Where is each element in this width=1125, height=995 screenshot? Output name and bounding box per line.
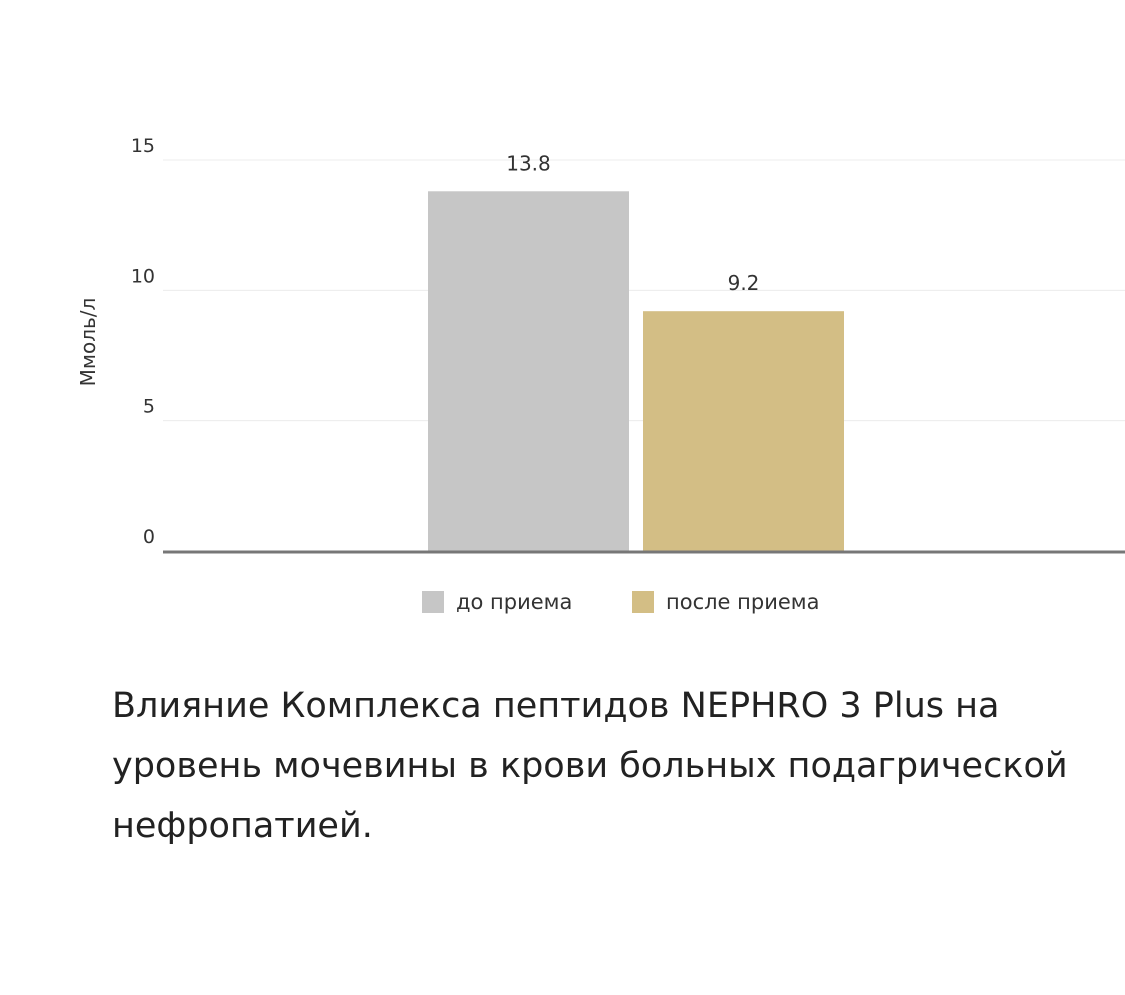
legend-item-before: до приема bbox=[422, 590, 572, 614]
bars bbox=[428, 191, 844, 551]
data-labels: 13.8 9.2 bbox=[506, 151, 759, 295]
bar-after bbox=[643, 311, 844, 551]
y-tick-label: 10 bbox=[131, 265, 155, 287]
y-tick-label: 5 bbox=[143, 396, 155, 418]
y-tick-label: 0 bbox=[143, 526, 155, 548]
chart-caption: Влияние Комплекса пептидов NEPHRO 3 Plus… bbox=[112, 686, 1068, 846]
bar-before bbox=[428, 191, 629, 551]
legend-label-after: после приема bbox=[666, 590, 820, 614]
y-axis-ticks: 0 5 10 15 bbox=[131, 135, 155, 548]
legend-label-before: до приема bbox=[456, 590, 573, 614]
bar-chart: 0 5 10 15 13.8 9.2 Ммоль/л bbox=[76, 135, 1125, 554]
legend-swatch-before bbox=[422, 591, 444, 613]
legend-swatch-after bbox=[632, 591, 654, 613]
y-tick-label: 15 bbox=[131, 135, 155, 157]
data-label: 13.8 bbox=[506, 151, 551, 175]
data-label: 9.2 bbox=[728, 271, 760, 295]
legend-item-after: после приема bbox=[632, 590, 819, 614]
legend: до приема после приема bbox=[0, 590, 1125, 620]
y-axis-title: Ммоль/л bbox=[76, 298, 100, 387]
